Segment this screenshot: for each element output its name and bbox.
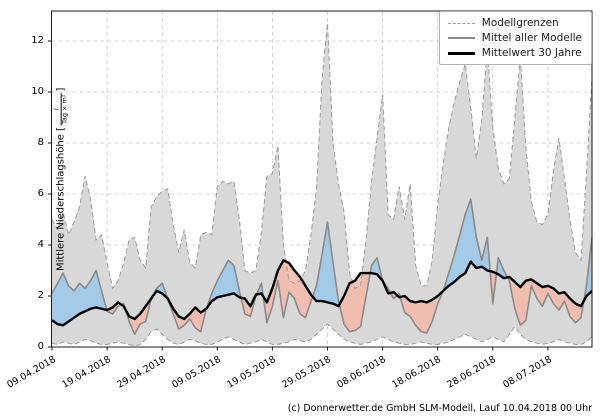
legend-label: Mittel aller Modelle bbox=[481, 32, 582, 44]
legend-box: Modellgrenzen Mittel aller Modelle Mitte… bbox=[438, 11, 592, 65]
model-min-line bbox=[51, 323, 593, 347]
y-tick-label: 6 bbox=[37, 188, 44, 199]
legend-label: Modellgrenzen bbox=[481, 17, 559, 29]
climate-mean-line bbox=[51, 259, 593, 327]
y-axis-label: Mittlere Niederschlagshöhe [l Tag × m²] bbox=[52, 54, 69, 304]
legend-item-mittelwert-30-jahre: Mittelwert 30 Jahre bbox=[447, 47, 582, 59]
legend-item-modellgrenzen: Modellgrenzen bbox=[447, 17, 582, 29]
y-tick-label: 8 bbox=[37, 137, 44, 148]
above-normal-fill bbox=[52, 199, 592, 326]
unit-numerator: l bbox=[52, 108, 61, 111]
plot-border bbox=[51, 10, 593, 348]
y-axis-unit-fraction: l Tag × m² bbox=[52, 93, 69, 126]
unit-denominator: Tag × m² bbox=[60, 93, 69, 126]
gray-line-icon bbox=[447, 37, 475, 39]
y-tick-label: 4 bbox=[37, 239, 44, 250]
y-tick-label: 0 bbox=[37, 341, 44, 352]
legend-label: Mittelwert 30 Jahre bbox=[481, 47, 582, 59]
legend-item-mittel-aller-modelle: Mittel aller Modelle bbox=[447, 32, 582, 44]
y-tick-label: 10 bbox=[31, 86, 44, 97]
below-normal-fill bbox=[106, 260, 584, 335]
y-axis-label-text: Mittlere Niederschlagshöhe [ bbox=[55, 127, 67, 272]
y-tick-label: 12 bbox=[31, 35, 44, 46]
model-mean-line bbox=[51, 198, 593, 336]
copyright-caption: (c) Donnerwetter.de GmbH SLM-Modell, Lau… bbox=[287, 403, 592, 414]
black-line-icon bbox=[447, 51, 475, 55]
y-tick-label: 2 bbox=[37, 290, 44, 301]
dashed-line-icon bbox=[447, 22, 475, 24]
y-axis-label-bracket: ] bbox=[55, 87, 67, 92]
